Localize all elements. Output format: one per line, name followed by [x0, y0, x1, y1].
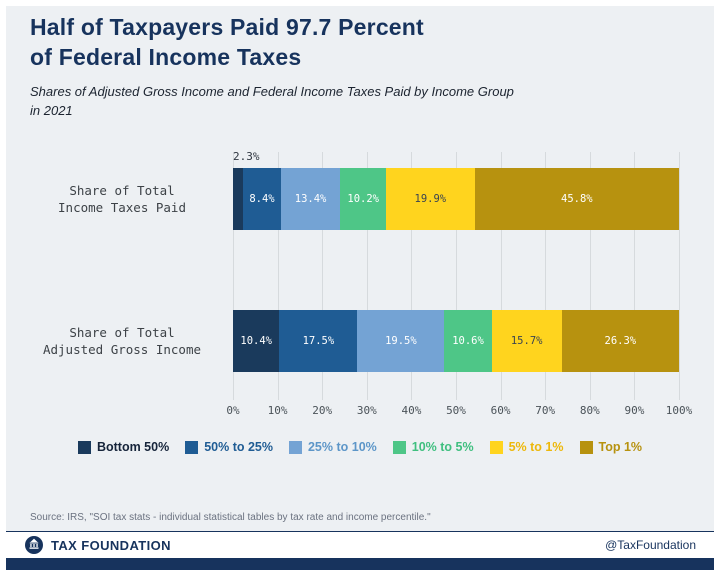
legend-swatch — [579, 440, 593, 454]
legend-label: 25% to 10% — [307, 440, 377, 454]
subtitle-line-2: in 2021 — [30, 103, 73, 118]
gridline — [589, 152, 591, 400]
bar-segment: 26.3% — [561, 310, 679, 372]
brand: TAX FOUNDATION — [24, 535, 171, 555]
bar-segment: 19.9% — [385, 168, 475, 230]
bar-segment: 10.6% — [444, 310, 492, 372]
legend-swatch — [185, 440, 199, 454]
axis-tick: 70% — [535, 404, 556, 417]
axis-tick: 0% — [226, 404, 240, 417]
legend-swatch — [288, 440, 302, 454]
chart-subtitle: Shares of Adjusted Gross Income and Fede… — [30, 82, 514, 120]
twitter-handle[interactable]: @TaxFoundation — [605, 538, 696, 552]
bar-segment: 8.4% — [243, 168, 281, 230]
legend-label: Top 1% — [598, 440, 643, 454]
subtitle-line-1: Shares of Adjusted Gross Income and Fede… — [30, 84, 514, 99]
axis-tick: 10% — [267, 404, 288, 417]
bar-row-adjusted-gross-income: 10.4% 17.5% 19.5% 10.6% 15.7% 26.3% — [233, 310, 679, 372]
gridline — [679, 152, 680, 400]
bar-segment: 45.8% — [474, 168, 679, 230]
row-label-income-taxes-paid: Share of Total Income Taxes Paid — [16, 182, 228, 216]
plot-area: 8.4% 13.4% 10.2% 19.9% 45.8% 2.3% 10.4% 17.5%… — [226, 150, 692, 417]
bar-segment: 13.4% — [280, 168, 341, 230]
taxfoundation-logo-icon — [24, 535, 44, 555]
legend-label: 5% to 1% — [508, 440, 564, 454]
bar-segment — [233, 168, 244, 230]
legend-label: 10% to 5% — [411, 440, 474, 454]
legend-item: 10% to 5% — [392, 440, 474, 454]
bar-income-taxes-paid: 8.4% 13.4% 10.2% 19.9% 45.8% — [233, 168, 679, 230]
legend-label: Bottom 50% — [96, 440, 170, 454]
bar-segment: 17.5% — [279, 310, 358, 372]
axis-tick: 80% — [579, 404, 600, 417]
legend-item: Top 1% — [579, 440, 643, 454]
legend-item: 50% to 25% — [185, 440, 273, 454]
outside-value-label: 2.3% — [233, 150, 260, 163]
axis-tick: 90% — [624, 404, 645, 417]
source-note: Source: IRS, "SOI tax stats - individual… — [30, 512, 431, 523]
row-label-line: Share of Total — [69, 183, 175, 198]
gridline — [322, 152, 324, 400]
brand-name: TAX FOUNDATION — [51, 537, 171, 553]
legend-swatch — [77, 440, 91, 454]
bar-segment: 15.7% — [491, 310, 562, 372]
legend-item: 5% to 1% — [489, 440, 564, 454]
chart-panel: Half of Taxpayers Paid 97.7 Percent of F… — [6, 6, 714, 570]
gridline — [456, 152, 457, 400]
bar-segment: 19.5% — [357, 310, 445, 372]
bar-segment: 10.2% — [340, 168, 386, 230]
page-title: Half of Taxpayers Paid 97.7 Percent of F… — [30, 12, 424, 72]
row-label-line: Income Taxes Paid — [58, 200, 186, 215]
gridline — [411, 152, 413, 400]
title-line-1: Half of Taxpayers Paid 97.7 Percent — [30, 14, 424, 40]
axis-tick: 40% — [401, 404, 422, 417]
axis-tick: 60% — [490, 404, 511, 417]
title-line-2: of Federal Income Taxes — [30, 44, 302, 70]
gridline — [277, 152, 279, 400]
footer: TAX FOUNDATION @TaxFoundation — [6, 531, 714, 558]
row-label-line: Adjusted Gross Income — [42, 342, 202, 357]
row-label-line: Share of Total — [69, 325, 175, 340]
gridline — [634, 152, 636, 400]
gridline — [366, 152, 368, 400]
gridline — [500, 152, 502, 400]
legend-swatch — [489, 440, 503, 454]
bar-adjusted-gross-income: 10.4% 17.5% 19.5% 10.6% 15.7% 26.3% — [233, 310, 679, 372]
legend-label: 50% to 25% — [204, 440, 273, 454]
gridline — [233, 152, 234, 400]
bottom-stripe — [6, 558, 714, 570]
axis-tick: 100% — [665, 404, 693, 417]
axis-tick: 50% — [446, 404, 466, 417]
legend-swatch — [392, 440, 406, 454]
legend-item: 25% to 10% — [288, 440, 377, 454]
gridline — [545, 152, 547, 400]
legend-item: Bottom 50% — [77, 440, 170, 454]
row-label-adjusted-gross-income: Share of Total Adjusted Gross Income — [16, 324, 228, 358]
legend: Bottom 50% 50% to 25% 25% to 10% 10% to 5% 5… — [6, 440, 714, 454]
axis-tick: 20% — [312, 404, 333, 417]
axis-tick: 30% — [356, 404, 377, 417]
bar-row-income-taxes-paid: 8.4% 13.4% 10.2% 19.9% 45.8% 2.3% — [233, 150, 679, 230]
bar-segment: 10.4% — [233, 310, 280, 372]
x-axis: 0% 10% 20% 30% 40% 50% 60% 70% 80% 90% 100% — [226, 404, 692, 422]
